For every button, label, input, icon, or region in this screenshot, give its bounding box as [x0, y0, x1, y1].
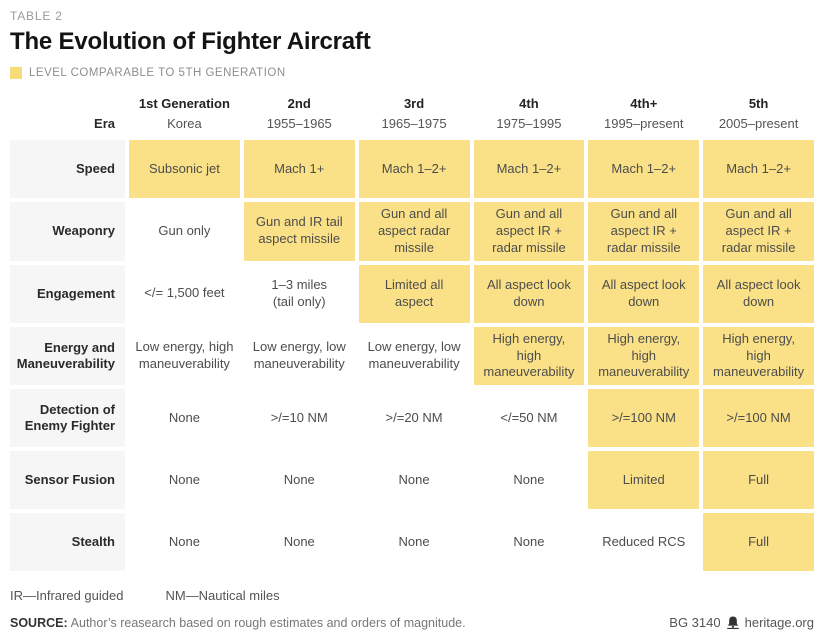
table-cell: >/=100 NM — [588, 389, 700, 448]
table-cell: None — [513, 471, 545, 487]
table-cell: </=50 NM — [500, 409, 558, 425]
era-row-label: Era — [94, 116, 115, 131]
footnote-item: IR—Infrared guided — [10, 588, 124, 604]
era-value: 1965–1975 — [381, 116, 447, 131]
footnote-item: NM—Nautical miles — [165, 588, 280, 604]
page-title: The Evolution of Fighter Aircraft — [10, 28, 371, 55]
source-text: Author’s reasearch based on rough estima… — [70, 615, 466, 630]
table-cell: None — [398, 533, 430, 549]
row-label: Engagement — [10, 264, 125, 323]
table-cell: Gun and all aspect IR + radar missile — [703, 202, 814, 261]
site-link[interactable]: heritage.org — [744, 615, 814, 631]
table-cell: </= 1,500 feet — [144, 285, 225, 301]
source-label: SOURCE: — [10, 615, 68, 630]
era-value: Korea — [167, 116, 202, 131]
table-cell: Low energy, high maneuverability — [135, 339, 234, 371]
era-value: 2005–present — [718, 116, 799, 131]
table-cell: None — [168, 409, 200, 425]
table-cell: High energy, high maneuverability — [588, 326, 700, 386]
generation-header: 3rd — [403, 96, 425, 111]
legend: LEVEL COMPARABLE TO 5TH GENERATION — [10, 67, 814, 79]
generation-header: 5th — [748, 96, 769, 111]
table-cell: All aspect look down — [473, 264, 585, 323]
table-cell: All aspect look down — [703, 264, 814, 323]
table-cell: None — [283, 533, 315, 549]
table-cell: Mach 1+ — [243, 140, 355, 198]
table-cell: 1–3 miles (tail only) — [271, 276, 328, 309]
table-cell: >/=100 NM — [703, 389, 814, 448]
generation-header: 1st Generation — [138, 96, 230, 111]
legend-label: LEVEL COMPARABLE TO 5TH GENERATION — [29, 67, 286, 79]
table-corner — [10, 94, 125, 112]
evolution-table: 1st Generation 2nd 3rd 4th 4th+ 5th Era Korea 19… — [10, 94, 814, 572]
table-cell: >/=20 NM — [385, 409, 443, 425]
table-cell: High energy, high maneuverability — [473, 326, 585, 386]
legend-swatch-icon — [10, 67, 22, 79]
table-cell: None — [168, 471, 200, 487]
generation-header: 4th — [519, 96, 539, 111]
table-cell: All aspect look down — [588, 264, 700, 323]
table-cell: None — [398, 471, 430, 487]
table-cell: Mach 1–2+ — [588, 140, 700, 198]
table-cell: Gun and all aspect IR + radar missile — [588, 202, 700, 261]
table-cell: Low energy, low maneuverability — [367, 339, 461, 371]
generation-header: 2nd — [287, 96, 311, 111]
row-label: Detection of Enemy Fighter — [10, 389, 125, 448]
table-cell: Gun and all aspect IR + radar missile — [473, 202, 585, 261]
liberty-bell-icon — [726, 616, 739, 630]
doc-id: BG 3140 — [669, 615, 721, 631]
era-value: 1955–1965 — [266, 116, 332, 131]
row-label: Sensor Fusion — [10, 451, 125, 510]
source-line: SOURCE: Author’s reasearch based on rough… — [10, 616, 466, 630]
table-cell: Gun and IR tail aspect missile — [243, 202, 355, 261]
generation-header: 4th+ — [630, 96, 658, 111]
table-cell: None — [283, 471, 315, 487]
table-cell: High energy, high maneuverability — [703, 326, 814, 386]
era-value: 1995–present — [603, 116, 684, 131]
table-cell: Mach 1–2+ — [703, 140, 814, 198]
table-cell: Reduced RCS — [602, 533, 686, 549]
table-cell: Mach 1–2+ — [473, 140, 585, 198]
row-label: Weaponry — [10, 202, 125, 261]
table-cell: None — [168, 533, 200, 549]
table-cell: Limited — [588, 451, 700, 510]
row-label: Speed — [10, 140, 125, 198]
table-cell: Subsonic jet — [129, 140, 240, 198]
source-bar: SOURCE: Author’s reasearch based on rough… — [10, 615, 814, 630]
table-cell: Gun only — [158, 222, 211, 238]
row-label: Stealth — [10, 513, 125, 572]
table-cell: >/=10 NM — [270, 409, 328, 425]
table-cell: None — [513, 533, 545, 549]
table-cell: Limited all aspect — [358, 264, 470, 323]
table-number-label: TABLE 2 — [10, 9, 63, 23]
footnotes: IR—Infrared guided NM—Nautical miles — [10, 588, 814, 603]
table-cell: Mach 1–2+ — [358, 140, 470, 198]
table-cell: Full — [703, 451, 814, 510]
table-cell: Low energy, low maneuverability — [252, 339, 346, 371]
table-cell: Full — [703, 513, 814, 572]
row-label: Energy and Maneuverability — [10, 326, 125, 386]
era-value: 1975–1995 — [496, 116, 562, 131]
table-cell: Gun and all aspect radar missile — [358, 202, 470, 261]
document-reference: BG 3140 heritage.org — [669, 615, 814, 630]
